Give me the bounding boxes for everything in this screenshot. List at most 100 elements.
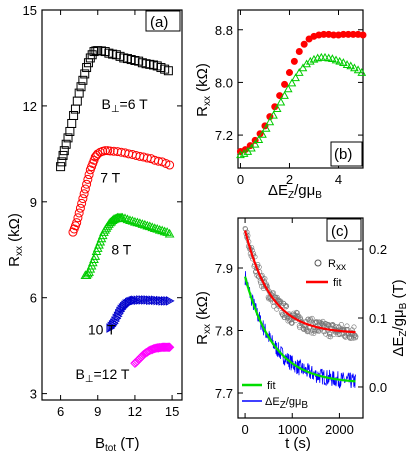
data-point [272, 104, 282, 113]
y-tick-label: 3 [30, 387, 37, 402]
data-point [83, 58, 93, 68]
data-point [125, 215, 135, 225]
y-right-axis-label-c-part: /gμ [390, 309, 407, 330]
y-tick-label: 9 [30, 195, 37, 210]
data-point [269, 110, 278, 119]
legend-ez-label-part: Z [280, 400, 286, 411]
panel-b-frame [237, 9, 364, 169]
data-point [76, 82, 86, 92]
series-B-12-T [130, 342, 175, 368]
rxx-point [351, 324, 357, 330]
rxx-point [282, 315, 288, 321]
data-point [283, 84, 293, 93]
data-point [346, 61, 356, 70]
y-right-tick-label: 0.0 [369, 380, 387, 395]
data-point [258, 129, 267, 138]
data-point [122, 214, 133, 224]
y-axis-label-c-part: (kΩ) [194, 291, 211, 324]
data-point [75, 203, 85, 213]
rxx-point [330, 322, 336, 328]
data-point [78, 75, 88, 85]
data-point [136, 295, 145, 305]
x-axis-label-b-part: Z [288, 190, 294, 201]
x-axis-label-c: t (s) [285, 435, 311, 452]
x-tick-label: 6 [57, 404, 64, 419]
x-axis-label-a-part: B [95, 435, 105, 452]
data-point [287, 78, 297, 87]
x-axis-label-b-part: B [315, 190, 322, 201]
rxx-point [283, 304, 289, 310]
x-tick-label: 9 [94, 404, 101, 419]
legend-ez-label-part: B [301, 400, 308, 411]
y-axis-label-a-part: (kΩ) [6, 213, 23, 246]
rxx-point [262, 276, 268, 282]
panel-a-data [56, 46, 175, 368]
data-point [163, 296, 173, 306]
series-label-6T-part: ⊥ [111, 104, 120, 115]
data-point [305, 56, 315, 65]
panel-a-tag: (a) [150, 14, 168, 31]
data-point [276, 97, 286, 106]
data-point [281, 80, 289, 88]
data-point [72, 96, 82, 106]
x-tick-label: 15 [165, 404, 179, 419]
panel-c-tag: (c) [331, 223, 349, 240]
y-right-axis-label-c-part: (T) [390, 279, 407, 302]
data-point [295, 47, 303, 55]
data-point [137, 219, 148, 228]
data-point [153, 295, 163, 306]
legend-rxx-label: Rxx [328, 258, 346, 273]
data-point [130, 216, 140, 226]
data-point [285, 69, 293, 77]
y-axis-label-b-part: (kΩ) [194, 63, 211, 96]
data-point [78, 194, 88, 204]
x-axis-label-b-part: ΔE [268, 182, 288, 199]
data-point [298, 63, 308, 72]
series-label-6T: B⊥=6 T [101, 96, 148, 115]
data-point [357, 68, 367, 76]
data-point [141, 295, 150, 305]
data-point [110, 318, 119, 329]
rxx-point [338, 321, 344, 327]
rxx-point [327, 331, 333, 337]
data-point [339, 58, 348, 66]
data-point [132, 217, 143, 227]
rxx-point [278, 310, 284, 316]
rxx-fit-line [244, 230, 356, 334]
rxx-point [309, 330, 315, 336]
data-point [265, 117, 275, 126]
data-point [90, 251, 101, 260]
series-label-12T: B⊥=12 T [75, 366, 129, 385]
data-point [328, 54, 337, 63]
series-label-8T-part: 8 T [111, 242, 131, 258]
panel-a-frame [41, 9, 183, 401]
data-point [131, 295, 140, 306]
y-right-tick-label: 0.2 [369, 242, 387, 257]
series-label-10T: 10 T [88, 321, 116, 337]
data-point [74, 208, 84, 218]
data-point [135, 218, 145, 227]
rxx-point [289, 320, 295, 326]
x-axis-label-b: ΔEZ/gμB [268, 182, 322, 201]
x-axis-label-a-part: tot [105, 443, 116, 454]
data-point [148, 295, 158, 306]
x-tick-label: 1000 [278, 422, 307, 437]
rxx-point [351, 332, 357, 338]
data-point [158, 296, 168, 306]
data-point [291, 73, 300, 82]
y-tick-label: 7.2 [215, 128, 233, 143]
y-axis-label-a-part: R [6, 256, 23, 267]
panel-a-tag-box [145, 10, 181, 32]
data-point [59, 146, 69, 156]
data-point [83, 174, 93, 184]
series-label-12T-part: B [75, 366, 84, 382]
data-point [90, 152, 100, 162]
rxx-point [327, 334, 333, 340]
x-tick-label: 0 [237, 172, 244, 187]
legend-fit2-label-part: fit [267, 380, 276, 392]
data-point [73, 213, 83, 223]
x-axis-label-c-part: t (s) [285, 435, 311, 452]
data-point [247, 143, 256, 152]
data-point [144, 221, 155, 231]
